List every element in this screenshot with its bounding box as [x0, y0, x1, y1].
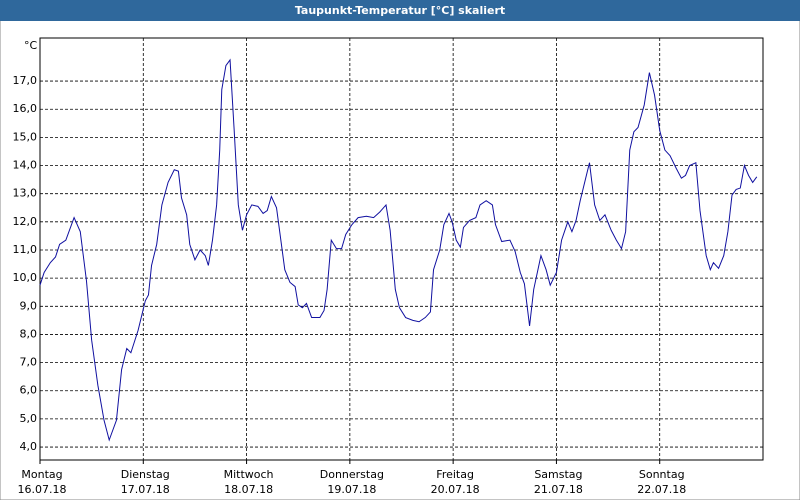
x-tick-label: Mittwoch	[224, 468, 274, 481]
y-tick-label: 8,0	[20, 327, 38, 340]
y-tick-label: 14,0	[13, 159, 38, 172]
x-tick-date: 16.07.18	[18, 483, 67, 496]
x-tick-date: 19.07.18	[327, 483, 376, 496]
y-unit: °C	[24, 39, 38, 52]
x-tick-label: Dienstag	[121, 468, 170, 481]
chart-title: Taupunkt-Temperatur [°C] skaliert	[295, 4, 505, 17]
y-tick-label: 12,0	[13, 215, 38, 228]
title-bar	[0, 0, 800, 21]
x-tick-label: Donnerstag	[320, 468, 384, 481]
x-tick-label: Sonntag	[639, 468, 685, 481]
x-tick-label: Montag	[21, 468, 62, 481]
y-tick-label: 16,0	[13, 102, 38, 115]
data-line	[39, 58, 758, 442]
y-tick-label: 10,0	[13, 271, 38, 284]
x-tick-date: 22.07.18	[637, 483, 686, 496]
y-tick-label: 5,0	[20, 412, 38, 425]
x-tick-date: 17.07.18	[121, 483, 170, 496]
y-tick-label: 15,0	[13, 130, 38, 143]
y-tick-label: 4,0	[20, 440, 38, 453]
y-tick-label: 17,0	[13, 74, 38, 87]
plot-frame	[39, 37, 764, 461]
x-tick-date: 18.07.18	[224, 483, 273, 496]
y-tick-label: 6,0	[20, 384, 38, 397]
y-tick-label: 9,0	[20, 299, 38, 312]
x-tick-date: 20.07.18	[431, 483, 480, 496]
x-tick-label: Samstag	[534, 468, 582, 481]
x-tick-label: Freitag	[436, 468, 474, 481]
y-tick-label: 11,0	[13, 243, 38, 256]
y-tick-label: 13,0	[13, 187, 38, 200]
x-tick-date: 21.07.18	[534, 483, 583, 496]
y-tick-label: 7,0	[20, 356, 38, 369]
